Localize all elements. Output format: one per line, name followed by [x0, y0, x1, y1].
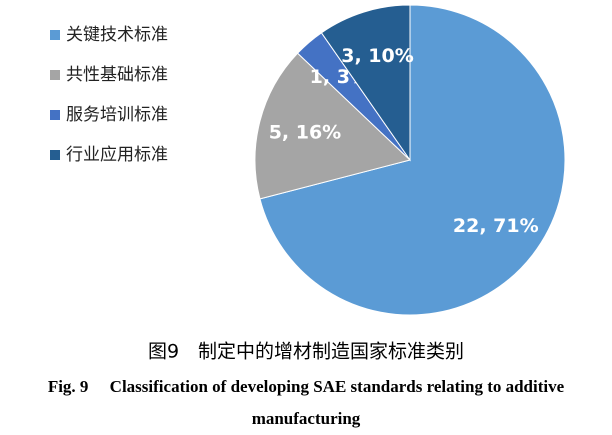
caption-en: Fig. 9 Classification of developing SAE … — [48, 377, 565, 396]
data-label: 3, 10% — [341, 45, 414, 67]
legend-swatch — [50, 30, 60, 40]
pie-slice — [259, 4, 566, 316]
caption-zh: 图9 制定中的增材制造国家标准类别 — [148, 341, 464, 363]
pie-slice — [320, 4, 411, 162]
pie-slice — [254, 52, 411, 200]
legend-label: 共性基础标准 — [66, 65, 168, 85]
legend-swatch — [50, 70, 60, 80]
data-label: 5, 16% — [269, 121, 342, 143]
legend-swatch — [50, 150, 60, 160]
legend-label: 行业应用标准 — [66, 145, 168, 165]
legend-swatch — [50, 110, 60, 120]
legend-label: 关键技术标准 — [66, 25, 168, 45]
legend-label: 服务培训标准 — [66, 105, 168, 125]
caption-en: manufacturing — [252, 409, 361, 428]
data-label: 22, 71% — [453, 215, 539, 237]
